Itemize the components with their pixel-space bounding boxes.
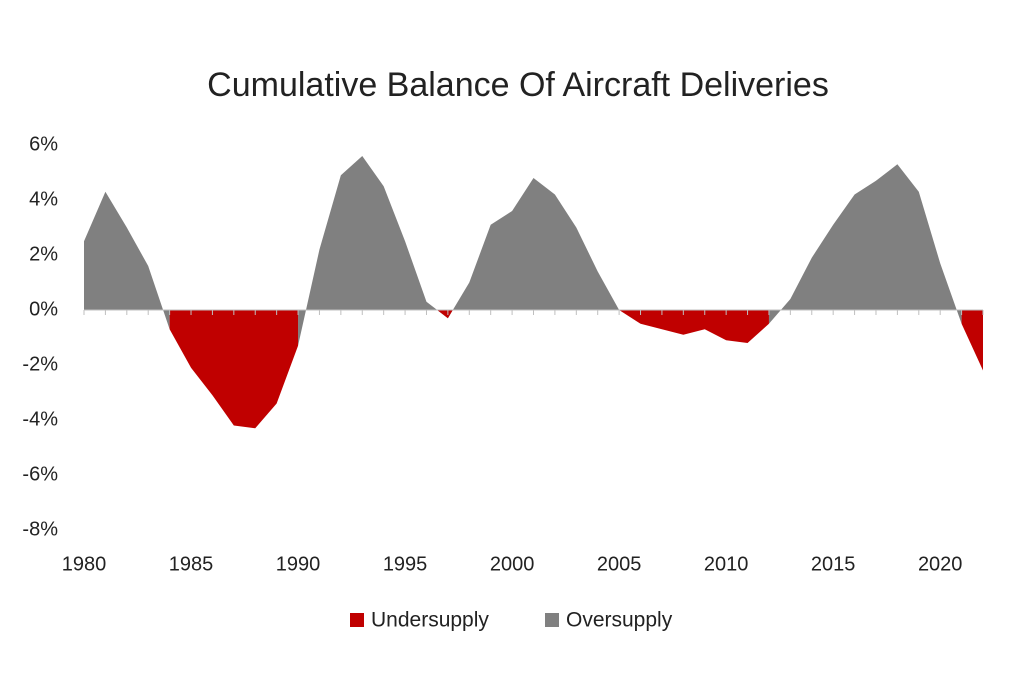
- y-tick-label: -2%: [22, 353, 58, 375]
- x-tick-label: 2020: [918, 553, 963, 575]
- legend-label: Undersupply: [371, 609, 489, 632]
- y-tick-label: -4%: [22, 408, 58, 430]
- area: [169, 310, 983, 429]
- x-tick-label: 2015: [811, 553, 856, 575]
- legend-swatch: [545, 613, 559, 627]
- chart-title: Cumulative Balance Of Aircraft Deliverie…: [207, 66, 829, 104]
- y-tick-label: 2%: [29, 243, 58, 265]
- area: [84, 156, 962, 346]
- x-tick-label: 2005: [597, 553, 642, 575]
- y-tick-label: 6%: [29, 133, 58, 155]
- x-tick-label: 2010: [704, 553, 749, 575]
- x-tick-label: 1980: [62, 553, 107, 575]
- legend-label: Oversupply: [566, 609, 673, 632]
- x-tick-label: 1990: [276, 553, 321, 575]
- x-tick-label: 1985: [169, 553, 214, 575]
- x-tick-label: 2000: [490, 553, 535, 575]
- y-tick-label: 0%: [29, 298, 58, 320]
- legend-swatch: [350, 613, 364, 627]
- y-tick-label: -8%: [22, 518, 58, 540]
- y-tick-label: 4%: [29, 188, 58, 210]
- y-tick-label: -6%: [22, 463, 58, 485]
- x-tick-label: 1995: [383, 553, 428, 575]
